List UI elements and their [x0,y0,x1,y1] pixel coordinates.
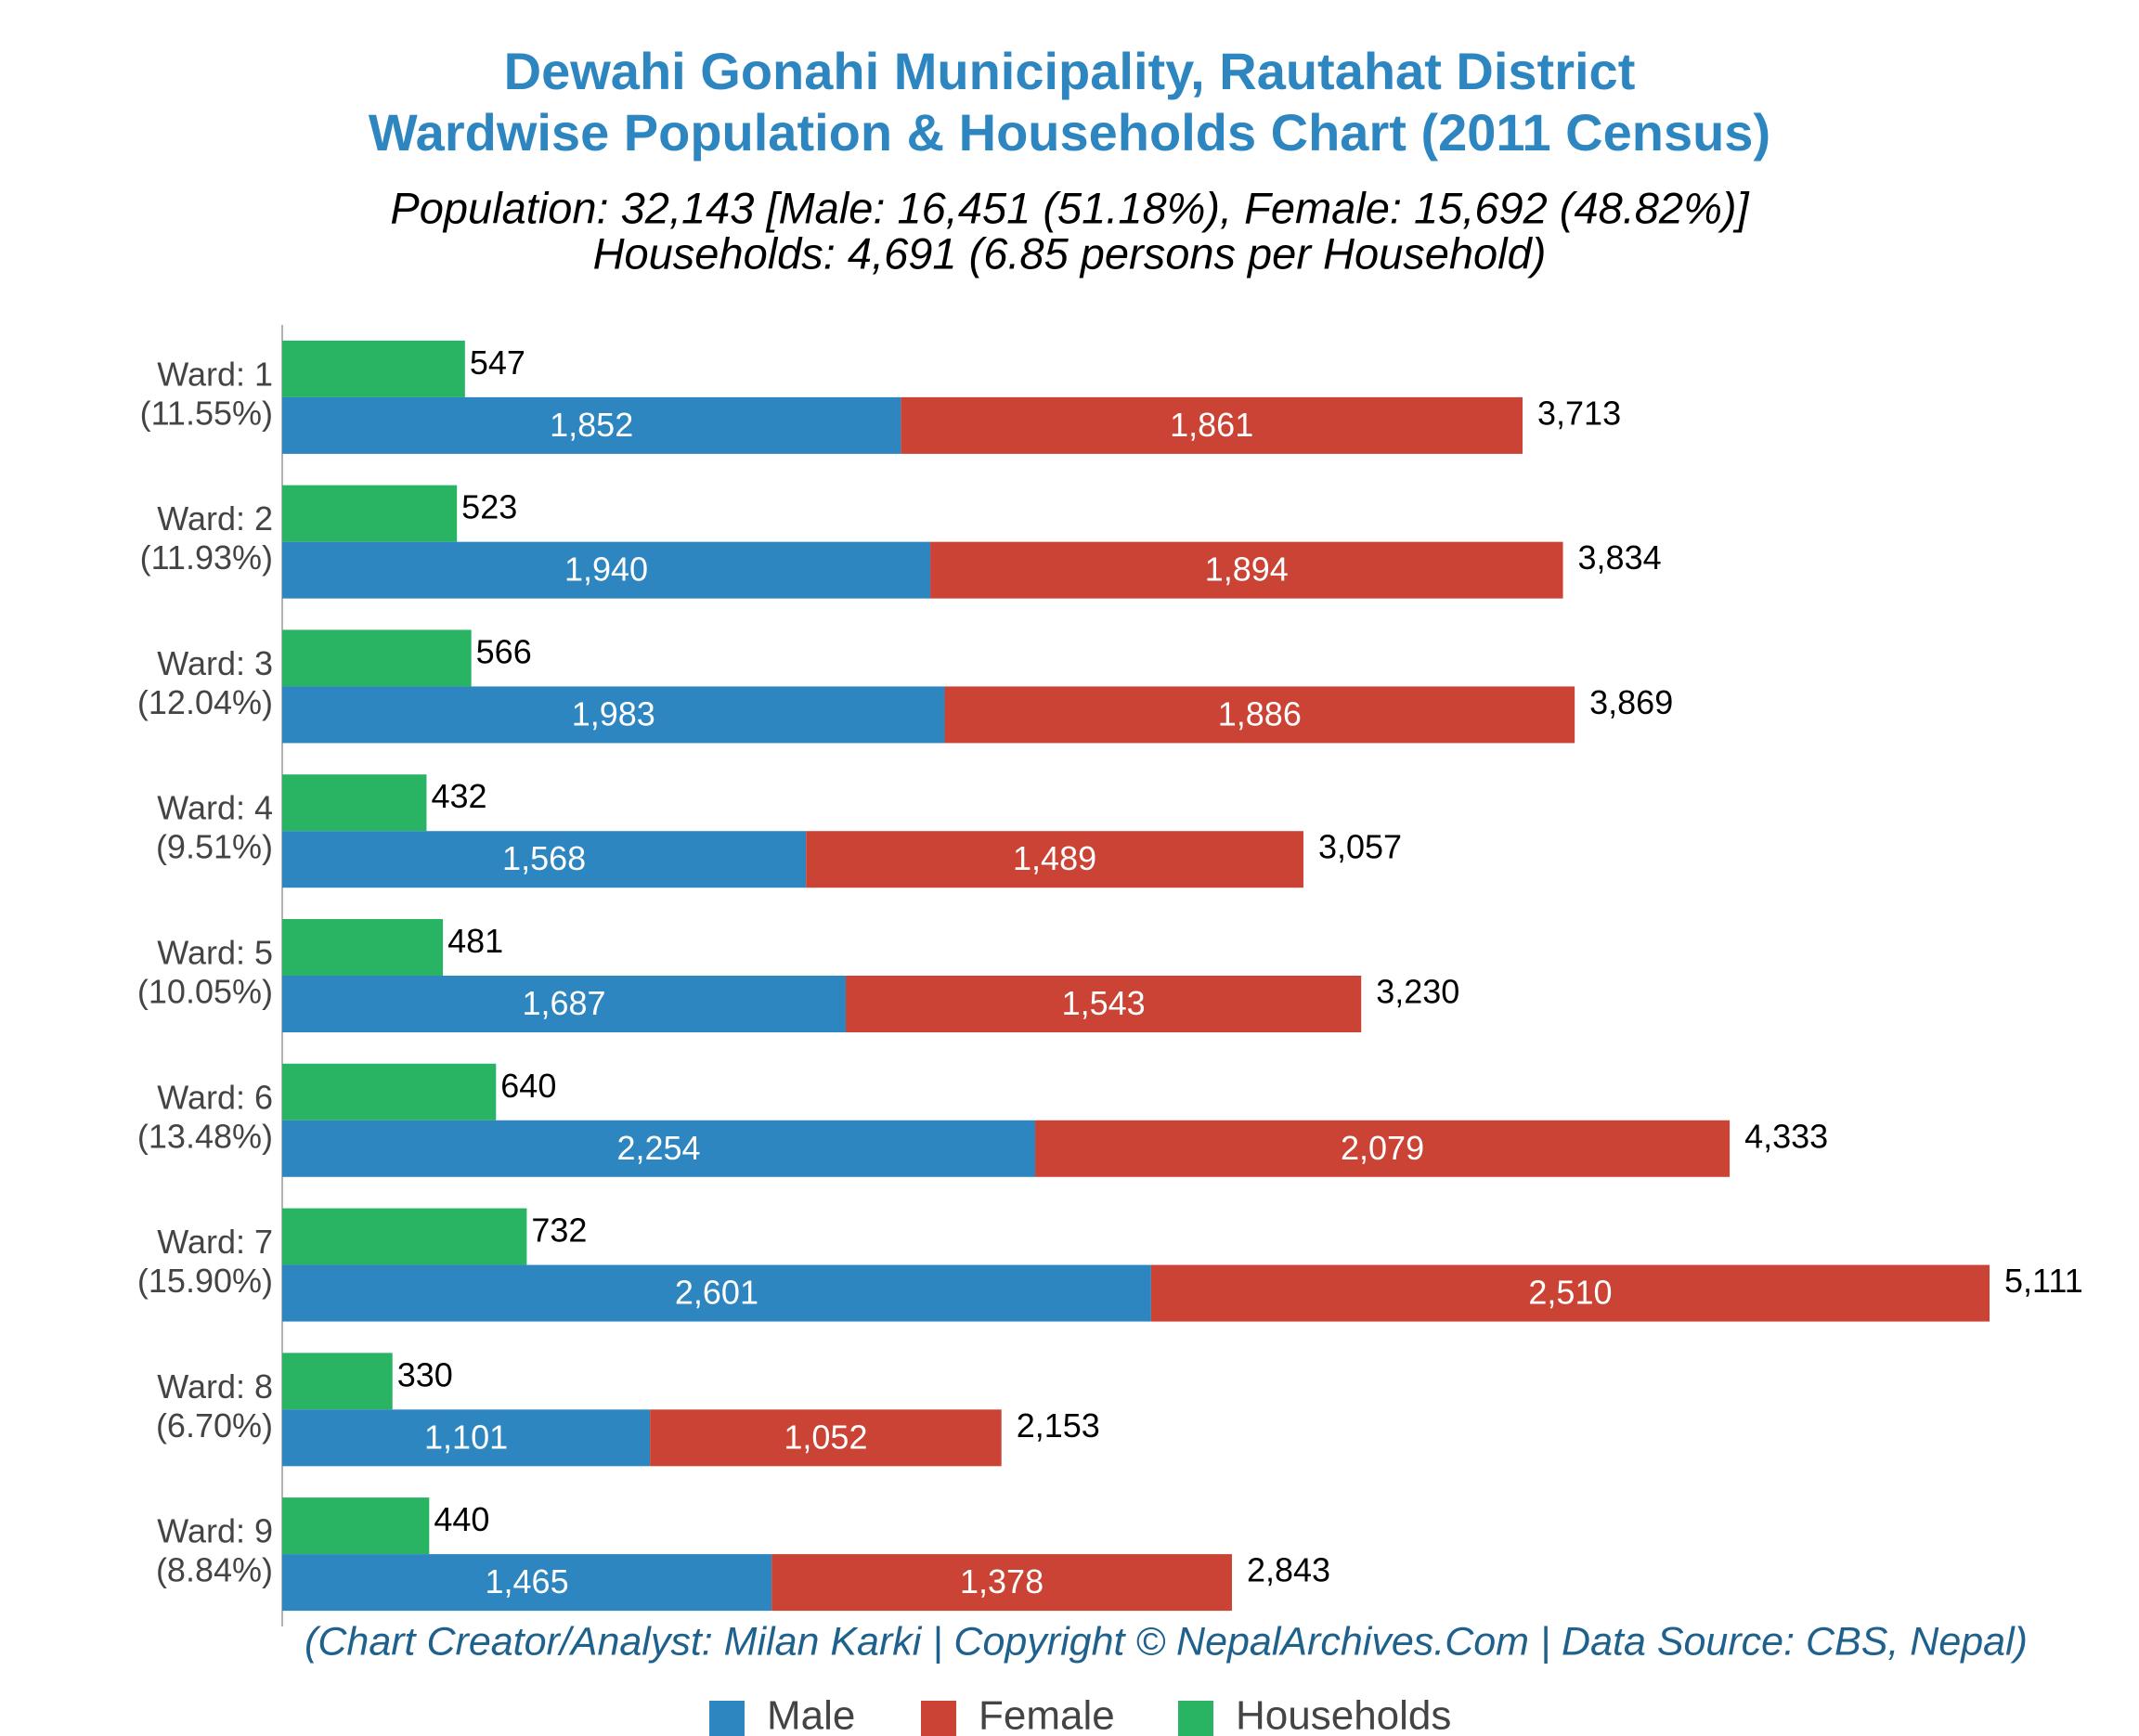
bar [282,1554,772,1612]
value-label: 523 [461,488,517,526]
value-label: 1,886 [1218,694,1302,732]
total-label: 3,834 [1578,538,1662,577]
category-share: (12.04%) [137,683,273,721]
category-label: Ward: 1 [157,355,273,393]
value-label: 2,510 [1528,1274,1612,1312]
value-label: 1,489 [1013,839,1096,877]
value-label: 732 [531,1211,587,1250]
bar [282,340,465,397]
bar [282,1409,651,1467]
value-label: 1,378 [960,1562,1044,1600]
legend-label: Households [1236,1693,1451,1736]
legend-swatch [709,1701,745,1736]
bar [282,485,458,542]
category-label: Ward: 3 [157,644,273,682]
value-label: 1,940 [564,551,648,589]
category-share: (11.55%) [140,394,273,432]
category-share: (8.84%) [156,1551,273,1589]
value-label: 1,861 [1170,406,1253,444]
value-label: 547 [470,343,525,382]
category-label: Ward: 7 [157,1223,273,1261]
category-label: Ward: 8 [157,1367,273,1406]
total-label: 2,843 [1247,1551,1330,1589]
value-label: 640 [500,1067,556,1105]
category-share: (15.90%) [137,1262,273,1300]
bar [282,1497,430,1555]
total-label: 4,333 [1744,1117,1828,1155]
category-label: Ward: 5 [157,934,273,972]
value-label: 1,052 [784,1418,867,1456]
category-share: (11.93%) [140,538,273,577]
value-label: 440 [434,1500,489,1538]
bar [282,541,931,599]
category-share: (9.51%) [156,828,273,866]
total-label: 3,230 [1376,973,1459,1011]
value-label: 2,254 [616,1129,700,1167]
bar [1035,1120,1731,1177]
total-label: 3,869 [1589,683,1673,721]
bar [282,774,427,832]
category-label: Ward: 2 [157,499,273,538]
category-label: Ward: 4 [157,789,273,827]
total-label: 5,111 [2004,1262,2083,1300]
bar [282,686,945,744]
value-label: 1,687 [522,984,605,1022]
legend-swatch [1178,1701,1213,1736]
bar [930,541,1563,599]
total-label: 3,057 [1318,828,1402,866]
footer: (Chart Creator/Analyst: Milan Karki | Co… [305,1619,2028,1664]
total-label: 2,153 [1017,1406,1100,1445]
bar [282,396,901,454]
total-label: 3,713 [1537,394,1621,432]
chart-subtitle: Population: 32,143 [Male: 16,451 (51.18%… [390,183,1749,232]
bar [650,1409,1002,1467]
bar [944,686,1575,744]
value-label: 1,983 [572,694,655,732]
category-label: Ward: 6 [157,1078,273,1116]
chart-subtitle: Households: 4,691 (6.85 persons per Hous… [593,228,1547,278]
bar [282,1264,1151,1322]
bar [282,1353,393,1410]
value-label: 1,852 [550,406,633,444]
bar [282,629,472,687]
bar [282,1120,1036,1177]
legend-label: Male [767,1693,855,1736]
value-label: 1,543 [1062,984,1146,1022]
bar [282,919,444,976]
value-label: 1,101 [424,1418,508,1456]
legend-swatch [921,1701,956,1736]
bar [846,976,1362,1032]
value-label: 481 [447,922,503,960]
bar [282,976,847,1032]
bar [282,831,807,888]
bar [282,1063,497,1121]
value-label: 330 [397,1355,453,1393]
legend-label: Female [979,1693,1115,1736]
value-label: 2,601 [675,1274,758,1312]
category-label: Ward: 9 [157,1512,273,1550]
category-share: (10.05%) [137,973,273,1011]
bar [282,1208,527,1265]
bar [771,1554,1232,1612]
chart-title: Dewahi Gonahi Municipality, Rautahat Dis… [504,42,1636,100]
bar [806,831,1303,888]
category-share: (6.70%) [156,1406,273,1445]
value-label: 1,568 [502,839,586,877]
value-label: 1,465 [486,1562,569,1600]
value-label: 1,894 [1205,551,1289,589]
value-label: 2,079 [1341,1129,1424,1167]
category-share: (13.48%) [137,1117,273,1155]
bar [901,396,1523,454]
chart-title: Wardwise Population & Households Chart (… [369,103,1770,162]
value-label: 566 [476,632,532,670]
value-label: 432 [431,777,486,815]
bar [1150,1264,1990,1322]
